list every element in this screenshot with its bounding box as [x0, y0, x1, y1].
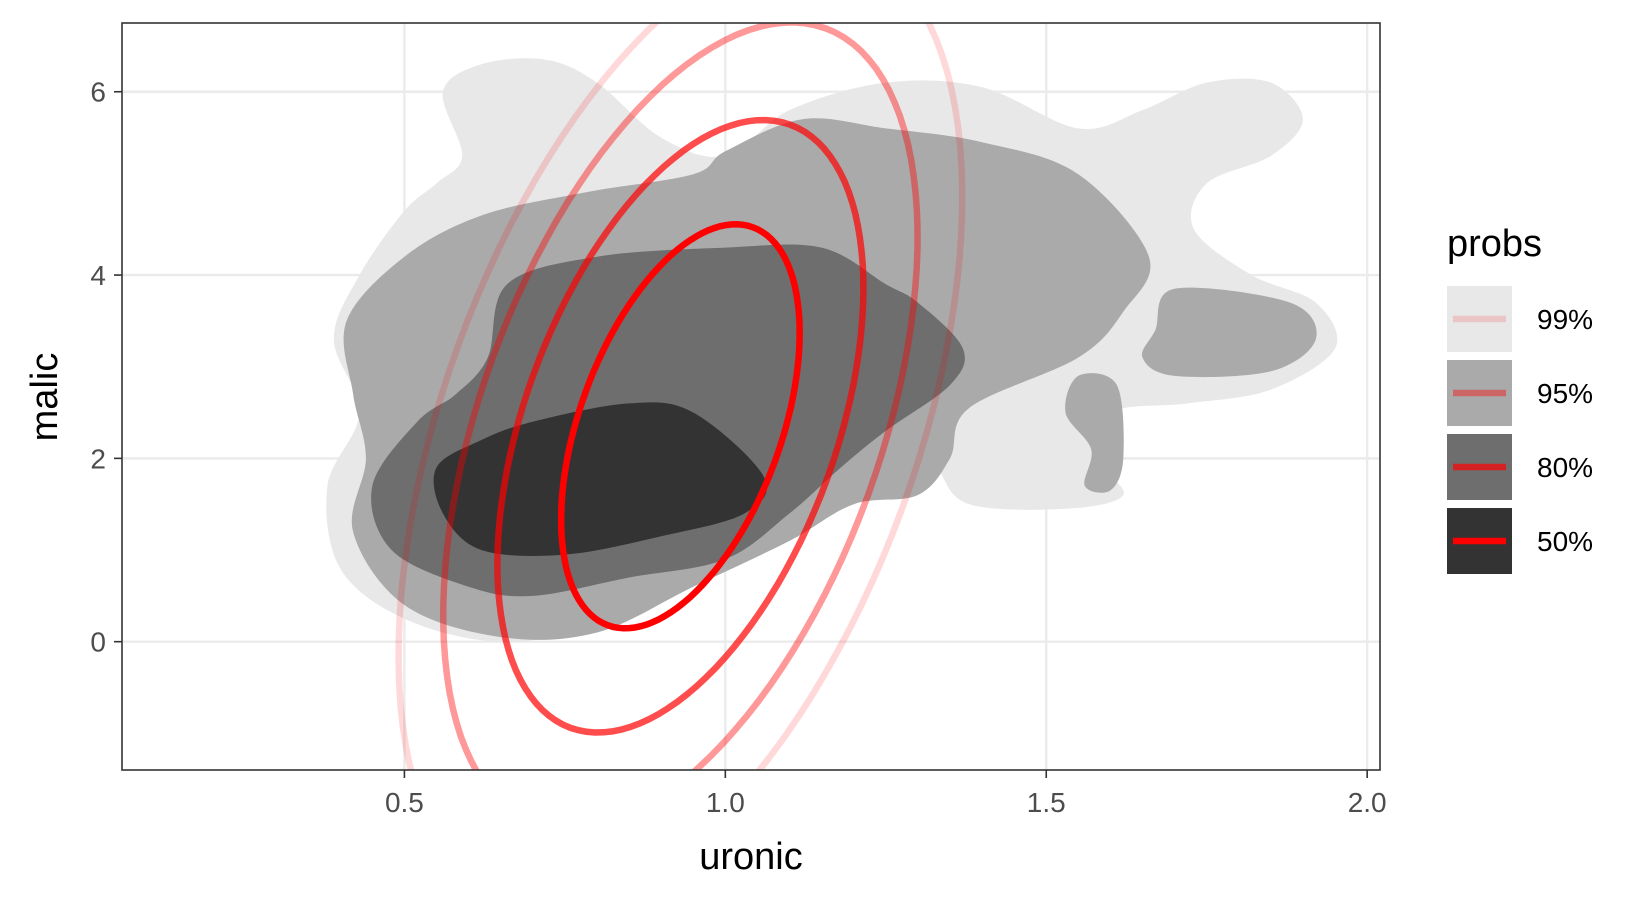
- density-region-95-1: [1141, 287, 1317, 378]
- x-axis-title: uronic: [699, 836, 803, 878]
- legend: probs 99% 95% 80% 50%: [1447, 223, 1593, 574]
- y-axis-title: malic: [24, 353, 66, 442]
- ellipse-95: [440, 23, 921, 770]
- ellipse-80: [494, 116, 867, 736]
- normal-ellipses: [395, 23, 966, 770]
- legend-key-99: [1447, 286, 1512, 352]
- density-region-95-2: [1065, 373, 1124, 493]
- y-tick-label: 2: [90, 443, 106, 474]
- legend-label: 50%: [1537, 526, 1593, 557]
- y-axis: 0 2 4 6: [90, 77, 122, 658]
- legend-keys: 99% 95% 80% 50%: [1447, 286, 1593, 574]
- y-tick-label: 4: [90, 260, 106, 291]
- legend-title: probs: [1447, 223, 1542, 265]
- legend-label: 80%: [1537, 452, 1593, 483]
- legend-label: 95%: [1537, 378, 1593, 409]
- x-tick-label: 1.0: [706, 787, 745, 818]
- ellipse-99: [395, 23, 966, 770]
- density-regions: [326, 58, 1338, 642]
- legend-label: 99%: [1537, 304, 1593, 335]
- ellipse-50: [557, 221, 803, 632]
- x-axis: 0.5 1.0 1.5 2.0: [385, 770, 1387, 818]
- x-tick-label: 1.5: [1027, 787, 1066, 818]
- density-region-50-0: [433, 402, 767, 556]
- y-tick-label: 0: [90, 627, 106, 658]
- x-tick-label: 0.5: [385, 787, 424, 818]
- x-tick-label: 2.0: [1348, 787, 1387, 818]
- legend-key-95: [1447, 360, 1512, 426]
- plot-border: [121, 22, 1381, 771]
- y-tick-label: 6: [90, 77, 106, 108]
